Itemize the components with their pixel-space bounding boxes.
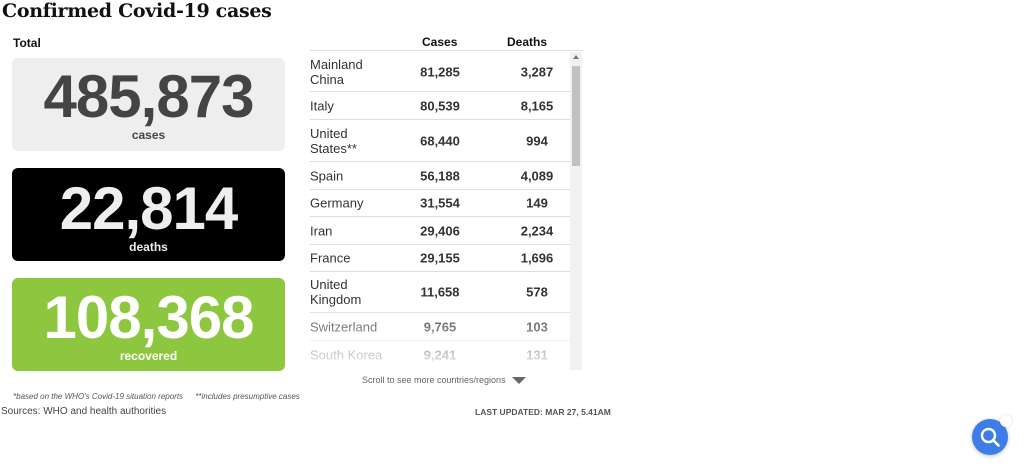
last-updated: LAST UPDATED: MAR 27, 5.41AM (475, 407, 611, 417)
country-deaths: 131 (526, 347, 548, 362)
total-cases-label: cases (131, 128, 166, 142)
country-name: Germany (310, 195, 364, 211)
country-deaths: 578 (526, 284, 548, 300)
scrollbar[interactable] (570, 52, 582, 370)
country-deaths: 149 (526, 195, 548, 211)
search-button[interactable] (972, 415, 1012, 455)
table-row: United Kingdom 11,658 578 (310, 272, 570, 313)
country-deaths: 8,165 (520, 98, 554, 113)
country-cases: 68,440 (420, 133, 460, 148)
country-deaths: 3,287 (520, 64, 554, 79)
total-cases-card: 485,873 cases (12, 58, 285, 151)
total-deaths-label: deaths (129, 240, 168, 254)
country-name: Switzerland (310, 319, 378, 334)
country-name: Iran (310, 223, 333, 238)
country-cases: 9,241 (423, 347, 457, 362)
total-deaths-card: 22,814 deaths (12, 168, 285, 261)
total-recovered-value: 108,368 (43, 284, 255, 351)
page-title: Confirmed Covid-19 cases (2, 0, 272, 22)
scrollbar-thumb[interactable] (572, 66, 580, 166)
sources: Sources: WHO and health authorities (1, 406, 167, 417)
table-row: Spain 56,188 4,089 (310, 162, 570, 190)
table-row: France 29,155 1,696 (310, 245, 570, 272)
country-deaths: 4,089 (520, 168, 554, 183)
triangle-down-icon[interactable] (511, 377, 526, 384)
scroll-up-arrow-icon[interactable] (573, 55, 579, 59)
country-deaths: 1,696 (520, 250, 554, 266)
country-cases: 56,188 (420, 168, 460, 183)
footnote-presumptive: **includes presumptive cases (195, 392, 300, 401)
country-cases: 31,554 (420, 195, 460, 211)
country-name: Mainland China (310, 56, 363, 87)
table-row: Italy 80,539 8,165 (310, 92, 570, 120)
header-deaths: Deaths (507, 35, 548, 49)
scroll-hint[interactable]: Scroll to see more countries/regions (362, 375, 526, 385)
country-deaths: 103 (526, 319, 548, 334)
table-row: Mainland China 81,285 3,287 (310, 52, 570, 92)
search-icon (980, 427, 1000, 447)
total-recovered-card: 108,368 recovered (12, 278, 285, 371)
total-label: Total (13, 36, 41, 50)
country-name: South Korea (310, 347, 383, 362)
country-cases: 11,658 (420, 284, 460, 300)
country-name: United States** (310, 125, 357, 156)
country-table[interactable]: Mainland China 81,285 3,287 Italy 80,539 8,16… (310, 52, 583, 370)
country-cases: 80,539 (420, 98, 460, 113)
total-deaths-value: 22,814 (59, 175, 239, 242)
country-deaths: 2,234 (520, 223, 554, 238)
footnotes: *based on the WHO's Covid-19 situation r… (13, 392, 300, 401)
country-deaths: 994 (526, 133, 548, 148)
footnote-who: *based on the WHO's Covid-19 situation r… (13, 392, 184, 401)
country-cases: 29,155 (420, 250, 460, 266)
table-row: United States** 68,440 994 (310, 120, 570, 162)
country-name: Spain (310, 168, 344, 183)
table-row: Germany 31,554 149 (310, 190, 570, 217)
country-cases: 81,285 (420, 64, 460, 79)
scroll-hint-text: Scroll to see more countries/regions (362, 375, 506, 385)
table-row: South Korea 9,241 131 (310, 341, 570, 369)
country-name: France (310, 250, 351, 266)
table-header: Cases Deaths (310, 34, 583, 51)
header-cases: Cases (422, 35, 458, 49)
table-row: Iran 29,406 2,234 (310, 217, 570, 245)
country-name: United Kingdom (310, 277, 362, 307)
country-cases: 29,406 (420, 223, 460, 238)
table-row: Switzerland 9,765 103 (310, 313, 570, 341)
notification-dot (1000, 415, 1012, 427)
country-cases: 9,765 (423, 319, 457, 334)
total-cases-value: 485,873 (43, 63, 255, 130)
total-recovered-label: recovered (119, 349, 178, 363)
country-name: Italy (310, 98, 334, 113)
